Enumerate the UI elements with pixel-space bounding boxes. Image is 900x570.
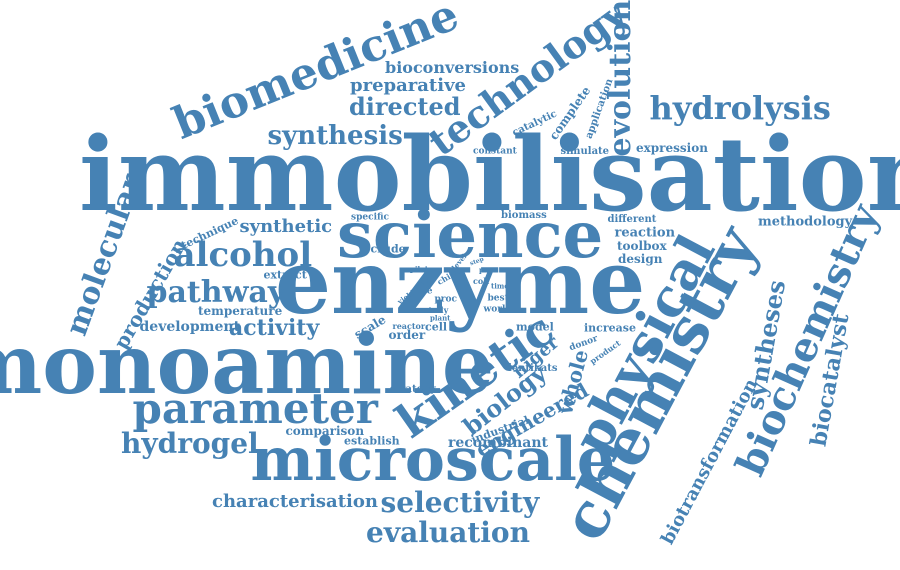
word-cell: cell [425, 320, 448, 334]
word-crude: crude [370, 242, 406, 256]
word-specific: specific [351, 212, 390, 223]
word-reaction: reaction [614, 225, 676, 241]
word-hydrolysis: hydrolysis [649, 89, 831, 127]
word-bioconversions: bioconversions [385, 58, 520, 77]
word-increase: increase [584, 321, 636, 335]
word-toolbox: toolbox [617, 239, 667, 253]
word-establish: establish [344, 434, 400, 448]
word-extract: extract [263, 268, 307, 282]
word-best: best [487, 293, 509, 304]
word-preparative: preparative [350, 75, 466, 96]
word-monoamine: monoamine [0, 317, 495, 413]
word-recombinant: recombinant [448, 435, 548, 451]
word-different: different [607, 214, 657, 225]
word-reactor: reactor [392, 321, 426, 331]
word-expression: expression [636, 141, 708, 155]
word-methodology: methodology [758, 214, 853, 230]
word-constant: constant [473, 146, 517, 157]
word-study: study [424, 305, 449, 315]
word-selectivity: selectivity [380, 486, 540, 519]
word-plant: plant [430, 313, 451, 323]
word-coli: coli [473, 276, 490, 286]
word-temperature: temperature [198, 304, 283, 318]
word-biomass: biomass [501, 210, 547, 221]
word-time: time [491, 281, 509, 291]
word-strategy: strategy [390, 384, 436, 395]
word-enzyme: enzyme [275, 230, 646, 334]
word-synthetic: synthetic [239, 216, 333, 237]
word-simulate: simulate [560, 146, 610, 157]
word-pathway: pathway [146, 275, 286, 310]
word-alcohol: alcohol [173, 235, 313, 275]
word-activity: activity [229, 315, 320, 341]
word-immobilisation: immobilisation [79, 115, 900, 235]
word-design: design [618, 252, 663, 266]
word-development: development [139, 319, 241, 335]
word-parameter: parameter [132, 384, 378, 433]
word-microscale: microscale [250, 425, 616, 495]
word-synthesis: synthesis [267, 121, 403, 151]
word-directed: directed [349, 92, 461, 121]
word-hydrogel: hydrogel [121, 427, 259, 460]
word-work: work [483, 304, 509, 315]
word-model: model [516, 320, 554, 334]
word-life: life [416, 286, 433, 297]
word-comparison: comparison [285, 424, 365, 438]
word-evolution: evolution [603, 0, 638, 157]
word-proc: proc [434, 294, 458, 305]
word-evaluation: evaluation [366, 516, 530, 549]
word-lentikats: lentikats [508, 363, 558, 374]
word-science: science [337, 198, 604, 273]
word-pure: pure [479, 265, 498, 275]
word-order: order [388, 328, 426, 342]
word-characterisation: characterisation [212, 491, 378, 512]
word-pilot: pilot [410, 264, 429, 274]
